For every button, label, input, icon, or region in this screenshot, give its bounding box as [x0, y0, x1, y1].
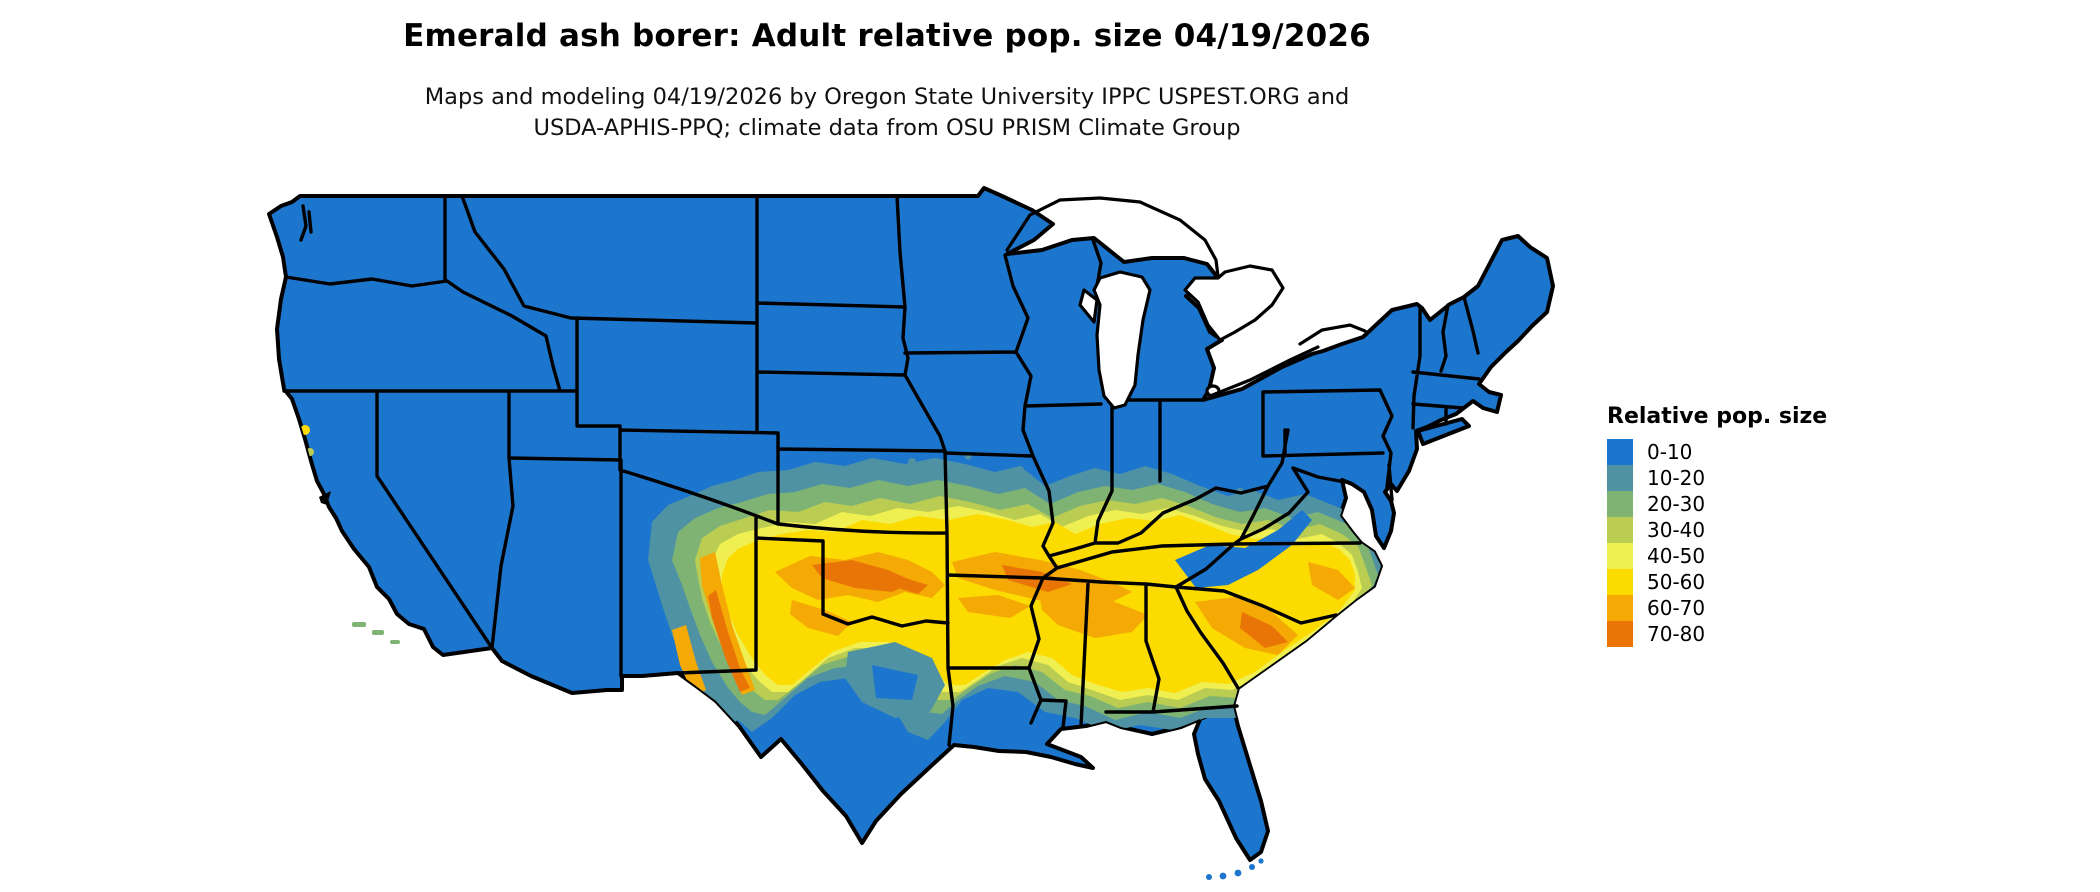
figure-subtitle: Maps and modeling 04/19/2026 by Oregon S…	[0, 82, 1774, 144]
coastal-details	[299, 204, 331, 505]
legend-label: 20-30	[1647, 492, 1706, 516]
legend-row-50-60: 50-60	[1607, 569, 1827, 595]
legend-row-60-70: 60-70	[1607, 595, 1827, 621]
legend-swatch-40-50	[1607, 543, 1633, 569]
legend-row-0-10: 0-10	[1607, 439, 1827, 465]
legend-label: 0-10	[1647, 440, 1693, 464]
legend-swatch-70-80	[1607, 621, 1633, 647]
lake-superior-north-shore	[1005, 196, 1220, 278]
legend-items: 0-10 10-20 20-30 30-40 40-50 50-60 60-70 70-80	[1607, 439, 1827, 647]
legend-swatch-60-70	[1607, 595, 1633, 621]
great-lakes	[1005, 196, 1367, 410]
legend-title: Relative pop. size	[1607, 404, 1828, 429]
legend-label: 70-80	[1647, 622, 1706, 646]
legend-swatch-50-60	[1607, 569, 1633, 595]
legend-row-10-20: 10-20	[1607, 465, 1827, 491]
page-title: Emerald ash borer: Adult relative pop. s…	[403, 18, 1371, 54]
legend-label: 30-40	[1647, 518, 1706, 542]
subtitle-line-2: USDA-APHIS-PPQ; climate data from OSU PR…	[533, 115, 1241, 141]
legend-row-30-40: 30-40	[1607, 517, 1827, 543]
cool-overlays	[845, 510, 1312, 718]
legend-row-70-80: 70-80	[1607, 621, 1827, 647]
lake-michigan	[1092, 270, 1152, 410]
legend-swatch-10-20	[1607, 465, 1633, 491]
subtitle-line-1: Maps and modeling 04/19/2026 by Oregon S…	[424, 84, 1350, 110]
legend-swatch-0-10	[1607, 439, 1633, 465]
channel-islands	[352, 622, 400, 644]
legend-label: 40-50	[1647, 544, 1706, 568]
legend-label: 50-60	[1647, 570, 1706, 594]
lake-erie-north-shore	[1208, 345, 1320, 398]
legend-row-20-30: 20-30	[1607, 491, 1827, 517]
heat-layer-70-80	[708, 560, 1288, 692]
legend-swatch-30-40	[1607, 517, 1633, 543]
green-bay	[1078, 288, 1099, 324]
state-borders	[282, 194, 1481, 747]
legend-swatch-20-30	[1607, 491, 1633, 517]
florida-keys	[1206, 858, 1264, 880]
legend-label: 60-70	[1647, 596, 1706, 620]
legend-label: 10-20	[1647, 466, 1706, 490]
lake-ontario-north-shore	[1298, 323, 1367, 346]
san-francisco-bay	[319, 491, 331, 505]
legend: Relative pop. size 0-10 10-20 20-30 30-40 40…	[1607, 404, 1827, 647]
puget-sound	[299, 204, 313, 242]
legend-row-40-50: 40-50	[1607, 543, 1827, 569]
